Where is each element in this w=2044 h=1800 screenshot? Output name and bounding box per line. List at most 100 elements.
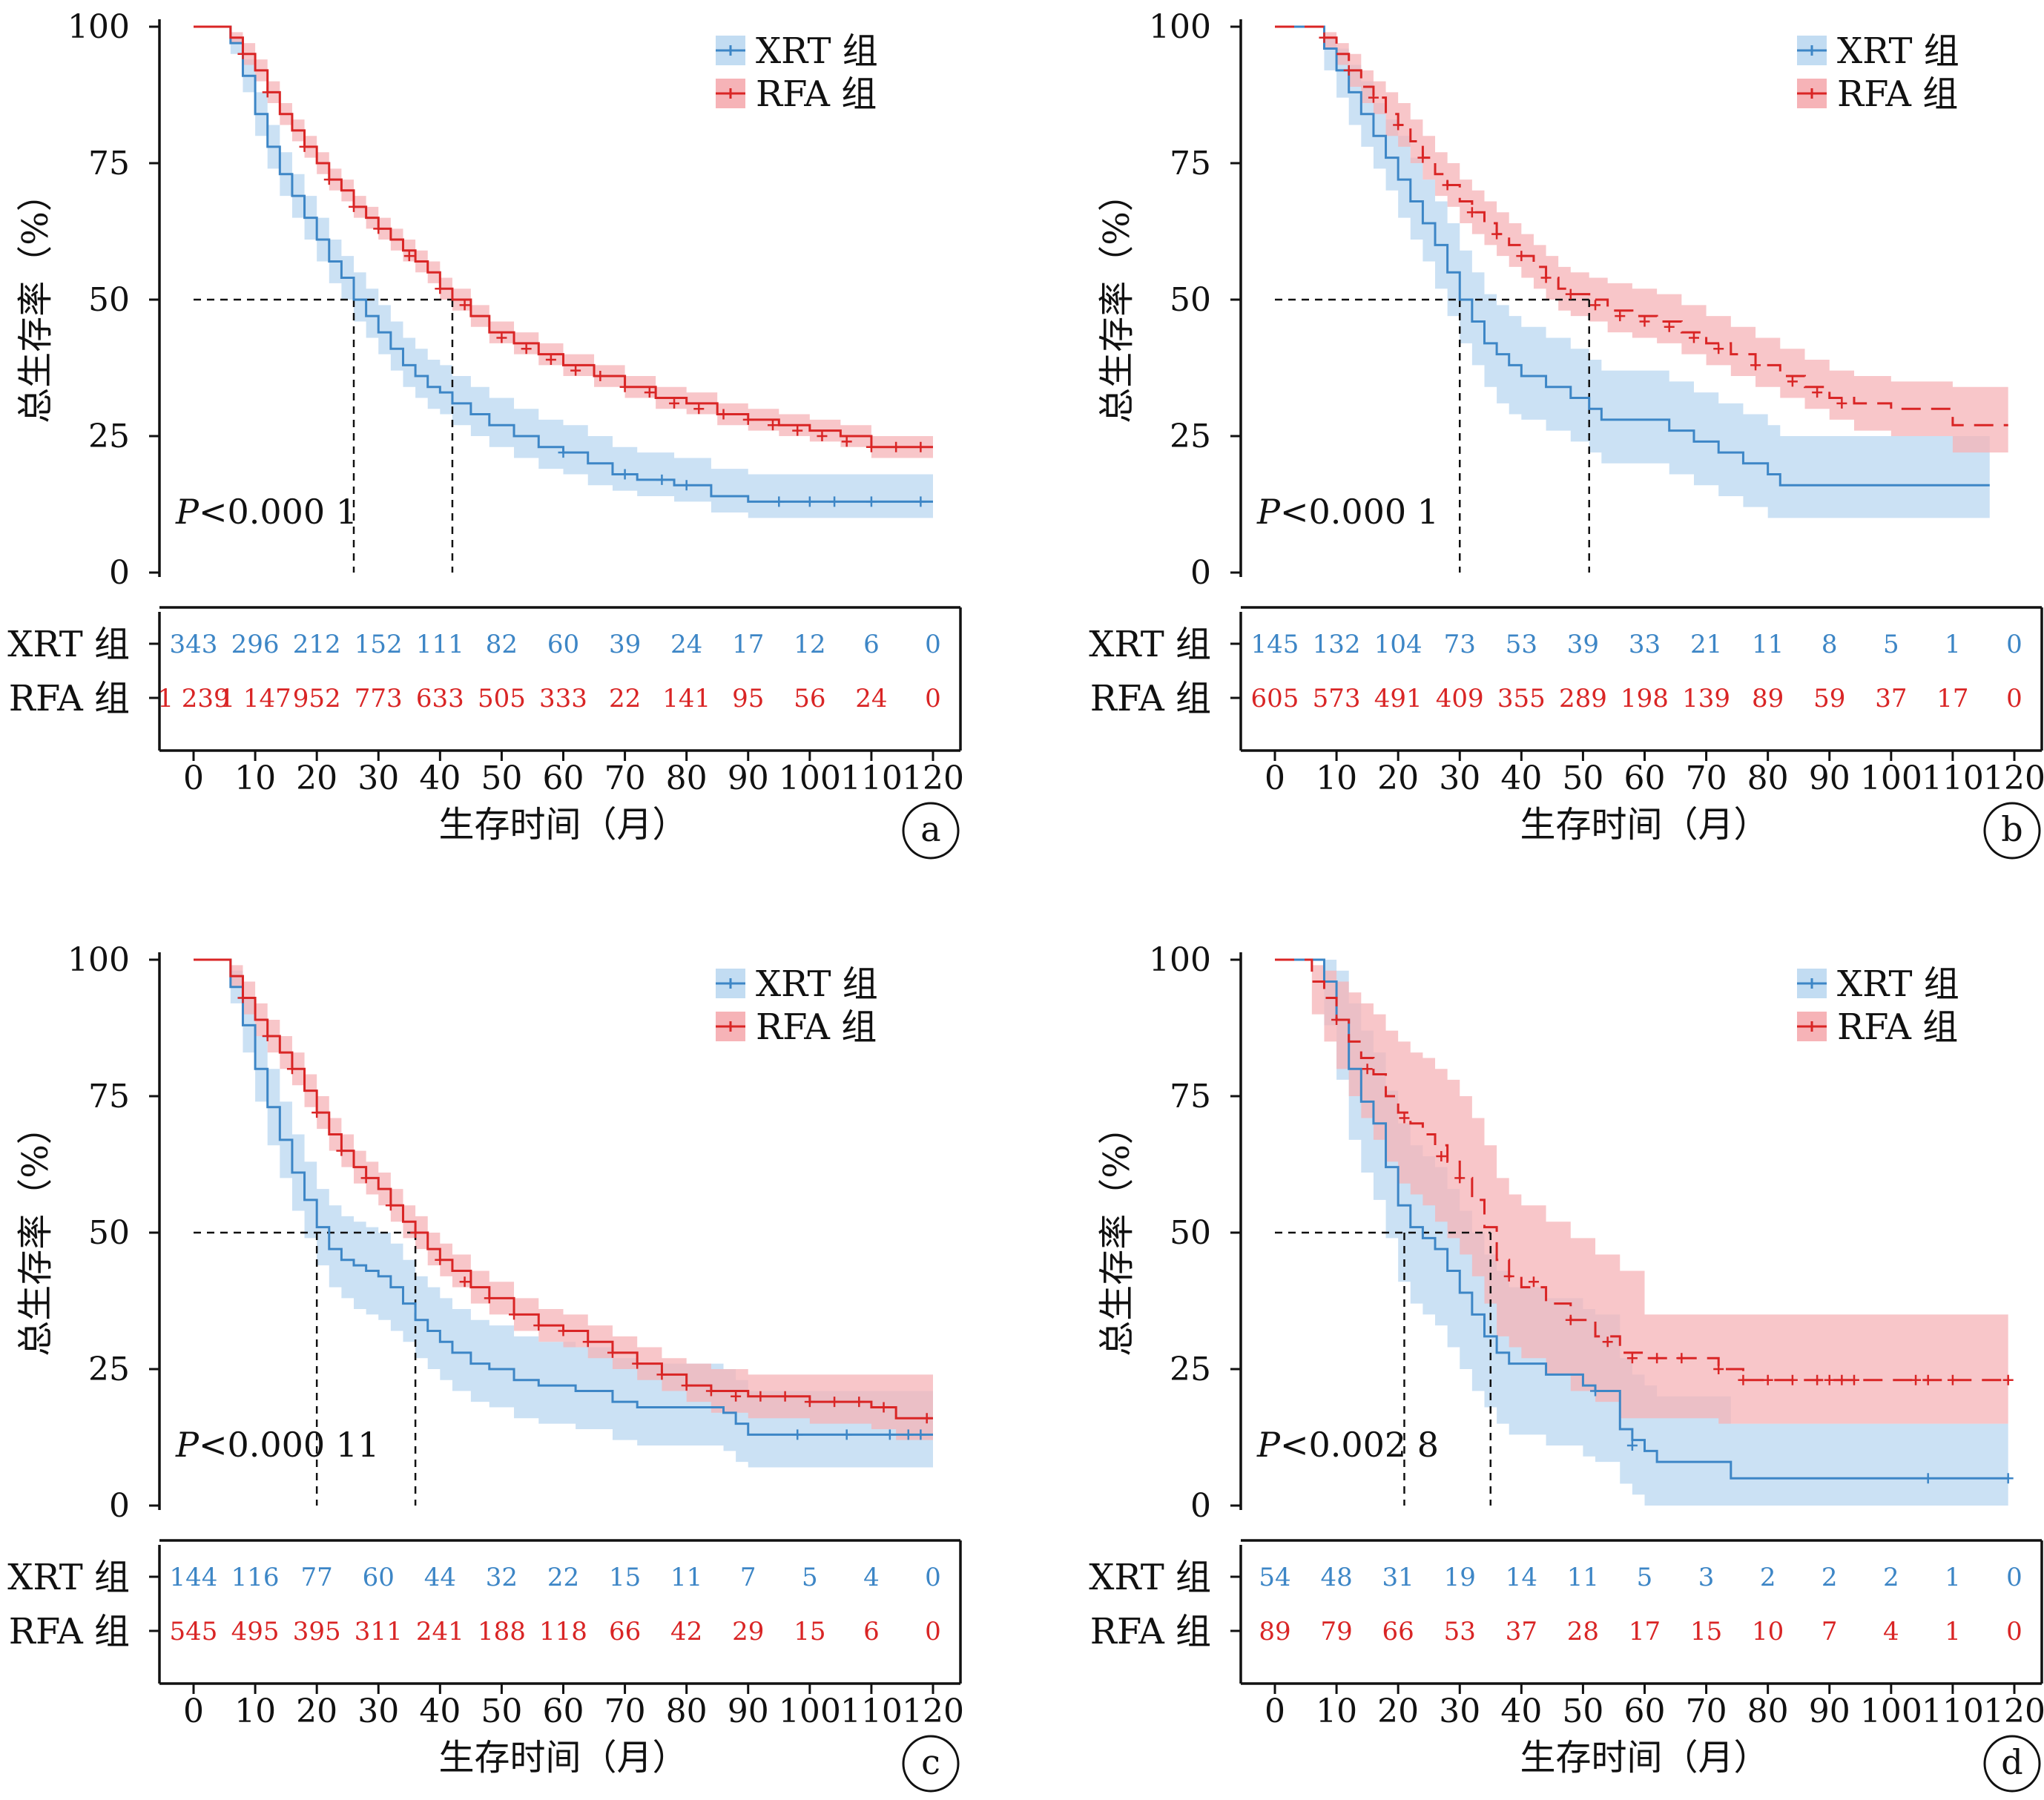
x-tick-label: 40: [1500, 759, 1542, 797]
legend-label-xrt: XRT 组: [1837, 30, 1959, 72]
risk-count: 39: [609, 630, 641, 659]
censor-mark: [1787, 376, 1798, 387]
censor-mark: [921, 1413, 932, 1424]
y-axis-title: 总生存率（%）: [15, 176, 56, 423]
risk-count: 1: [1945, 1563, 1961, 1592]
risk-count: 33: [1629, 630, 1661, 659]
x-tick-label: 70: [1686, 1692, 1727, 1730]
risk-count: 11: [1752, 630, 1784, 659]
censor-mark: [1762, 1374, 1773, 1385]
y-tick-label: 50: [1170, 1214, 1211, 1252]
censor-mark: [817, 431, 828, 441]
censor-mark: [521, 343, 532, 355]
censor-mark: [866, 441, 877, 452]
risk-count: 66: [1382, 1617, 1414, 1646]
y-tick-label: 0: [109, 1487, 130, 1525]
censor-mark: [669, 398, 680, 409]
censor-mark: [891, 441, 902, 452]
y-tick-label: 75: [88, 145, 130, 182]
censor-mark: [1664, 321, 1675, 332]
risk-count: 152: [355, 630, 403, 659]
censor-mark: [1848, 1374, 1859, 1385]
censor-mark: [1454, 1173, 1466, 1184]
x-tick-label: 80: [666, 759, 708, 797]
censor-mark: [1812, 1374, 1823, 1385]
risk-count: 495: [231, 1617, 280, 1646]
risk-count: 0: [2006, 1563, 2022, 1592]
risk-count: 12: [794, 630, 825, 659]
censor-mark: [1331, 1014, 1342, 1025]
x-tick-label: 60: [1624, 759, 1666, 797]
x-tick-label: 50: [1562, 1692, 1603, 1730]
censor-mark: [509, 1309, 520, 1320]
x-tick-label: 0: [183, 1692, 204, 1730]
risk-count: 198: [1621, 684, 1669, 713]
y-axis-title: 总生存率（%）: [1096, 1109, 1138, 1356]
censor-mark: [693, 403, 705, 415]
x-tick-label: 110: [1922, 759, 1984, 797]
censor-mark: [595, 371, 606, 382]
censor-mark: [632, 1358, 643, 1369]
risk-count: 355: [1497, 684, 1546, 713]
risk-count: 2: [1883, 1563, 1899, 1592]
censor-mark: [774, 496, 785, 507]
risk-count: 89: [1752, 684, 1784, 713]
survival-curve-xrt: [194, 25, 933, 503]
risk-count: 505: [478, 684, 526, 713]
ci-band-rfa: [1275, 960, 2008, 1424]
risk-count: 82: [486, 630, 518, 659]
risk-count: 77: [301, 1563, 333, 1592]
risk-count: 5: [1637, 1563, 1653, 1592]
legend-label-xrt: XRT 组: [1837, 963, 1959, 1005]
censor-mark: [1738, 1374, 1749, 1385]
y-tick-label: 50: [1170, 281, 1211, 319]
censor-mark: [262, 87, 273, 98]
censor-mark: [558, 1325, 569, 1336]
risk-count: 573: [1313, 684, 1361, 713]
risk-count: 4: [1883, 1617, 1899, 1646]
risk-count: 24: [670, 630, 702, 659]
risk-count: 188: [478, 1617, 526, 1646]
risk-count: 0: [925, 1563, 941, 1592]
x-tick-label: 70: [1686, 759, 1727, 797]
censor-mark: [336, 1145, 347, 1156]
censor-mark: [1540, 272, 1552, 283]
risk-count: 48: [1320, 1563, 1352, 1592]
survival-curve-xrt: [1275, 958, 2008, 1480]
x-tick-label: 10: [234, 759, 276, 797]
censor-mark: [1516, 251, 1527, 262]
censor-mark: [792, 425, 803, 436]
censor-mark: [1466, 207, 1477, 218]
risk-count: 53: [1506, 630, 1537, 659]
censor-mark: [1787, 1374, 1798, 1385]
risk-count: 0: [2006, 630, 2022, 659]
risk-count: 15: [609, 1563, 641, 1592]
risk-row-label-rfa: RFA 组: [9, 678, 130, 719]
risk-row-label-xrt: XRT 组: [1089, 624, 1211, 665]
x-tick-label: 70: [604, 759, 646, 797]
risk-count: 66: [609, 1617, 641, 1646]
risk-count: 104: [1374, 630, 1422, 659]
y-axis-title: 总生存率（%）: [1096, 176, 1138, 423]
censor-mark: [323, 174, 334, 185]
y-tick-label: 25: [88, 1351, 130, 1388]
censor-mark: [718, 409, 729, 420]
risk-count: 14: [1506, 1563, 1537, 1592]
x-tick-label: 10: [1316, 759, 1357, 797]
x-tick-label: 30: [1439, 1692, 1480, 1730]
censor-mark: [299, 141, 310, 152]
risk-count: 56: [794, 684, 825, 713]
censor-mark: [558, 447, 569, 458]
risk-count: 773: [355, 684, 403, 713]
risk-count: 1 147: [219, 684, 291, 713]
risk-count: 60: [363, 1563, 395, 1592]
risk-count: 59: [1813, 684, 1845, 713]
legend-label-xrt: XRT 组: [756, 30, 878, 72]
censor-mark: [237, 992, 248, 1003]
censor-mark: [459, 1276, 470, 1288]
x-tick-label: 0: [183, 759, 204, 797]
x-tick-label: 120: [1983, 1692, 2044, 1730]
censor-mark: [1626, 1353, 1638, 1364]
